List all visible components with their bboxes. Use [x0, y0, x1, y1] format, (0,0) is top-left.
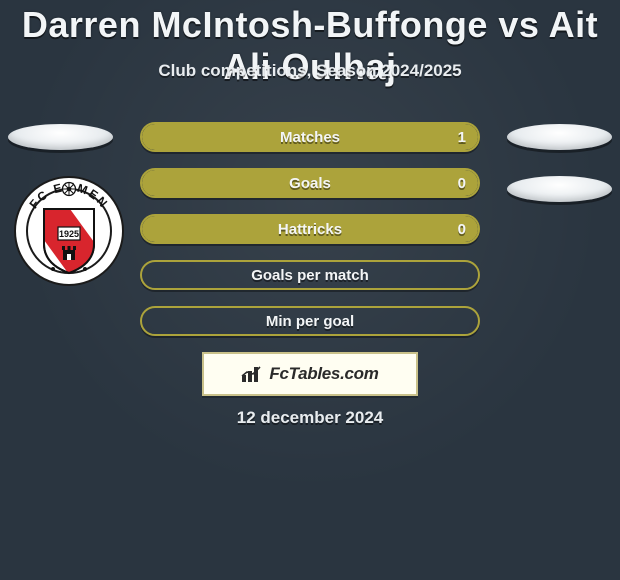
stat-row: Min per goal [140, 306, 480, 336]
stat-label: Matches [142, 124, 478, 150]
stat-label: Min per goal [142, 308, 478, 334]
brand-box: FcTables.com [202, 352, 418, 396]
club-crest: FC EMMEN 1925 [14, 176, 124, 286]
stat-value-right: 0 [458, 170, 466, 196]
stat-value-right: 0 [458, 216, 466, 242]
stat-value-right: 1 [458, 124, 466, 150]
player-right-oval-1 [507, 124, 612, 150]
stat-row: Matches1 [140, 122, 480, 152]
stat-label: Goals [142, 170, 478, 196]
player-left-oval-1 [8, 124, 113, 150]
subtitle: Club competitions, Season 2024/2025 [0, 61, 620, 81]
svg-text:1925: 1925 [59, 229, 79, 239]
date-line: 12 december 2024 [0, 408, 620, 428]
stat-row: Hattricks0 [140, 214, 480, 244]
stat-row: Goals0 [140, 168, 480, 198]
stat-label: Goals per match [142, 262, 478, 288]
stat-label: Hattricks [142, 216, 478, 242]
stats-panel: Matches1Goals0Hattricks0Goals per matchM… [140, 122, 480, 352]
stat-row: Goals per match [140, 260, 480, 290]
brand-text: FcTables.com [269, 364, 378, 384]
player-right-oval-2 [507, 176, 612, 202]
brand-bars-icon [241, 365, 263, 383]
